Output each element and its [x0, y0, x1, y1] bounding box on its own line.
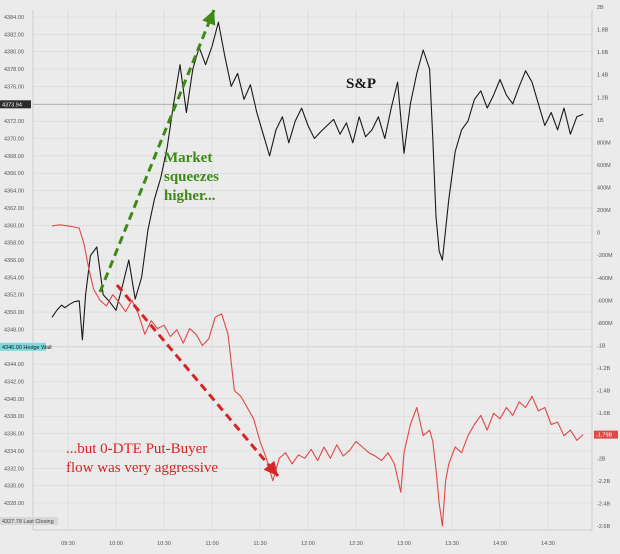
right-tick-label: -600M [597, 298, 613, 304]
x-tick-label: 14:00 [493, 541, 507, 547]
right-tick-label: -1.6B [597, 411, 610, 417]
green-annotation-line: Market [164, 150, 212, 166]
right-tick-label: -2.6B [597, 524, 610, 530]
left-tick-label: 4368.00 [4, 154, 24, 160]
left-tick-label: 4378.00 [4, 67, 24, 73]
green-arrow-head [202, 10, 216, 26]
left-tick-label: 4366.00 [4, 171, 24, 177]
right-tick-label: 600M [597, 163, 611, 169]
right-tick-label: -800M [597, 321, 613, 327]
axis-tags: 4373.94 4346.00 Hedge Wall -1.79B 4327.78 L… [0, 100, 618, 525]
right-tick-label: 400M [597, 186, 611, 192]
flow-last-tag-text: -1.79B [596, 433, 613, 439]
right-tick-label: 1.6B [597, 50, 609, 56]
x-tick-label: 10:00 [109, 541, 123, 547]
x-tick-label: 13:00 [397, 541, 411, 547]
left-tick-label: 4356.00 [4, 258, 24, 264]
right-tick-label: 1.8B [597, 28, 609, 34]
annotation-arrows [98, 9, 280, 477]
last-price-tag [0, 100, 31, 109]
left-tick-label: 4370.00 [4, 137, 24, 143]
green-arrow [98, 9, 216, 293]
hedge-wall-tag [0, 342, 46, 351]
left-tick-label: 4348.00 [4, 327, 24, 333]
flow-last-tag [594, 430, 618, 439]
right-tick-label: -400M [597, 276, 613, 282]
red-annotation-line: flow was very aggressive [66, 460, 218, 476]
left-tick-label: 4380.00 [4, 50, 24, 56]
left-tick-label: 4334.00 [4, 449, 24, 455]
left-tick-label: 4384.00 [4, 15, 24, 21]
right-tick-label: -200M [597, 253, 613, 259]
right-tick-label: 1B [597, 118, 604, 124]
x-tick-label: 11:00 [205, 541, 218, 547]
hedge-wall-tag-text: 4346.00 Hedge Wall [2, 345, 52, 351]
right-tick-label: -2.4B [597, 501, 610, 507]
left-tick-label: 4360.00 [4, 223, 24, 229]
left-tick-label: 4328.00 [4, 501, 24, 507]
right-tick-label: 1.2B [597, 95, 609, 101]
right-tick-label: -1.4B [597, 389, 610, 395]
left-tick-label: 4344.00 [4, 362, 24, 368]
left-tick-label: 4382.00 [4, 32, 24, 38]
left-tick-label: 4376.00 [4, 84, 24, 90]
green-annotation-line: higher... [164, 188, 216, 204]
left-tick-label: 4330.00 [4, 484, 24, 490]
right-tick-label: 0 [597, 231, 600, 237]
left-tick-label: 4358.00 [4, 241, 24, 247]
left-tick-label: 4338.00 [4, 414, 24, 420]
green-annotation-line: squeezes [164, 169, 219, 185]
put-flow-series-line [51, 224, 584, 527]
left-tick-label: 4352.00 [4, 293, 24, 299]
left-tick-label: 4354.00 [4, 275, 24, 281]
last-closing-tag [0, 517, 58, 525]
right-tick-label: 200M [597, 208, 611, 214]
right-tick-label: -2B [597, 456, 606, 462]
left-tick-label: 4342.00 [4, 380, 24, 386]
right-tick-label: 1.4B [597, 73, 609, 79]
x-tick-label: 11:30 [253, 541, 266, 547]
x-tick-label: 14:30 [541, 541, 555, 547]
x-tick-label: 10:30 [157, 541, 171, 547]
left-tick-label: 4350.00 [4, 310, 24, 316]
reference-lines [33, 104, 592, 348]
sp-label: S&P [346, 76, 376, 92]
x-tick-label: 09:30 [61, 541, 75, 547]
annotation-labels: S&P Market squeezes higher... ...but 0-DTE P… [66, 76, 376, 476]
red-annotation-line: ...but 0-DTE Put-Buyer [66, 441, 207, 457]
left-tick-label: 4340.00 [4, 397, 24, 403]
series-lines [51, 21, 584, 527]
left-tick-label: 4364.00 [4, 189, 24, 195]
right-tick-label: 800M [597, 140, 611, 146]
red-arrow [115, 284, 280, 477]
red-arrow-head [263, 460, 278, 476]
x-tick-label: 12:00 [301, 541, 315, 547]
right-tick-label: -2.2B [597, 479, 610, 485]
sp-series-line [51, 21, 584, 341]
left-tick-label: 4362.00 [4, 206, 24, 212]
last-price-tag-text: 4373.94 [2, 102, 22, 108]
left-tick-label: 4332.00 [4, 466, 24, 472]
left-axis: 4384.004382.004380.004378.004376.004374.… [4, 15, 24, 507]
left-tick-label: 4336.00 [4, 432, 24, 438]
x-axis: 09:30 10:00 10:30 11:00 11:30 12:00 12:30 13:00… [61, 541, 555, 547]
x-tick-label: 12:30 [349, 541, 363, 547]
right-axis: 2B 1.8B 1.6B 1.4B 1.2B 1B 800M 600M 400M 200M 0 -20… [597, 5, 613, 530]
last-closing-tag-text: 4327.78 Last Closing [2, 519, 54, 525]
x-tick-label: 13:30 [445, 541, 459, 547]
grid [32, 10, 593, 531]
right-tick-label: 2B [597, 5, 604, 11]
right-tick-label: -1.2B [597, 366, 610, 372]
right-tick-label: -1B [597, 343, 606, 349]
left-tick-label: 4372.00 [4, 119, 24, 125]
